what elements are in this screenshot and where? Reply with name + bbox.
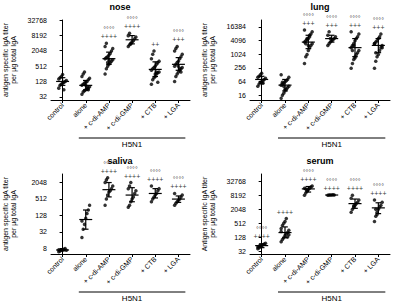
- svg-text:64: 64: [238, 78, 246, 85]
- svg-text:alone: alone: [270, 255, 287, 272]
- svg-text:+ LGA: + LGA: [362, 255, 381, 274]
- svg-text:32768: 32768: [227, 178, 247, 185]
- svg-text:+ CTB: + CTB: [338, 255, 357, 274]
- svg-text:per µg total IgA: per µg total IgA: [209, 36, 217, 84]
- svg-text:+ LGA: + LGA: [162, 255, 181, 274]
- svg-text:8192: 8192: [31, 32, 47, 39]
- svg-text:++++: ++++: [147, 176, 163, 183]
- svg-text:per µg total IgA: per µg total IgA: [209, 190, 217, 238]
- svg-text:+ c-di-GMP: + c-di-GMP: [304, 255, 334, 285]
- svg-text:+ CTB: + CTB: [139, 101, 158, 120]
- svg-text:°°°°: °°°°: [103, 26, 114, 33]
- svg-text:°°°°: °°°°: [150, 169, 161, 176]
- svg-text:512: 512: [234, 220, 246, 227]
- svg-text:°°°°: °°°°: [373, 17, 384, 24]
- svg-text:++++: ++++: [370, 190, 386, 197]
- svg-text:+ c-di-GMP: + c-di-GMP: [104, 101, 134, 131]
- svg-text:+ c-di-AMP: + c-di-AMP: [281, 255, 311, 285]
- svg-text:°°°°: °°°°: [173, 29, 184, 36]
- svg-text:+++: +++: [349, 22, 361, 29]
- svg-text:+ CTB: + CTB: [338, 101, 357, 120]
- svg-text:++++: ++++: [101, 33, 117, 40]
- svg-text:128: 128: [35, 78, 47, 85]
- svg-text:lung: lung: [311, 2, 330, 12]
- svg-text:°°°°: °°°°: [349, 15, 360, 22]
- svg-text:°°°°: °°°°: [256, 226, 267, 233]
- svg-text:°°°°: °°°°: [326, 178, 337, 185]
- svg-text:256: 256: [234, 64, 246, 71]
- svg-text:++++: ++++: [323, 185, 339, 192]
- svg-text:H5N1: H5N1: [321, 140, 342, 149]
- svg-text:+ c-di-AMP: + c-di-AMP: [81, 255, 112, 285]
- svg-text:control: control: [45, 255, 65, 275]
- svg-text:512: 512: [35, 63, 47, 70]
- svg-text:control: control: [45, 101, 65, 121]
- svg-text:+++: +++: [302, 20, 314, 27]
- svg-text:+ c-di-GMP: + c-di-GMP: [304, 101, 334, 131]
- svg-text:antigen specific IgA titer: antigen specific IgA titer: [201, 22, 209, 97]
- svg-text:serum: serum: [306, 156, 333, 166]
- svg-text:alone: alone: [71, 255, 88, 272]
- svg-text:control: control: [244, 255, 264, 275]
- svg-text:16384: 16384: [227, 23, 247, 30]
- svg-text:°°°°: °°°°: [303, 13, 314, 20]
- svg-text:++++: ++++: [277, 209, 293, 216]
- svg-text:°°°°: °°°°: [373, 183, 384, 190]
- svg-text:Antigen specific IgA titer: Antigen specific IgA titer: [201, 176, 209, 251]
- svg-text:saliva: saliva: [107, 155, 133, 166]
- svg-text:per µg total IgA: per µg total IgA: [10, 36, 18, 84]
- svg-text:per µg total IgA: per µg total IgA: [10, 190, 18, 238]
- svg-text:°°°°: °°°°: [173, 176, 184, 183]
- svg-text:antigen specific IgA titer: antigen specific IgA titer: [2, 22, 10, 97]
- svg-text:++++: ++++: [101, 168, 117, 175]
- svg-text:++++: ++++: [124, 173, 140, 180]
- svg-text:32768: 32768: [28, 17, 48, 24]
- svg-text:+++: +++: [372, 24, 384, 31]
- svg-text:+ c-di-GMP: + c-di-GMP: [104, 255, 134, 285]
- svg-text:128: 128: [35, 212, 47, 219]
- svg-text:++++: ++++: [347, 185, 363, 192]
- svg-text:control: control: [244, 101, 264, 121]
- svg-text:32: 32: [39, 228, 47, 235]
- svg-text:++++: ++++: [124, 23, 140, 30]
- svg-text:32: 32: [39, 93, 47, 100]
- svg-text:32: 32: [238, 248, 246, 255]
- svg-text:++++: ++++: [170, 183, 186, 190]
- svg-text:°°°°: °°°°: [349, 178, 360, 185]
- svg-text:++++: ++++: [253, 233, 269, 240]
- svg-text:alone: alone: [71, 101, 88, 118]
- svg-text:++++: ++++: [300, 176, 316, 183]
- svg-text:°°°°: °°°°: [326, 15, 337, 22]
- svg-text:++: ++: [151, 41, 159, 48]
- svg-text:2048: 2048: [31, 47, 47, 54]
- svg-text:nose: nose: [109, 2, 130, 12]
- svg-text:°°°°: °°°°: [126, 166, 137, 173]
- svg-text:128: 128: [234, 234, 246, 241]
- svg-text:4096: 4096: [230, 37, 246, 44]
- svg-text:512: 512: [35, 195, 47, 202]
- svg-text:2048: 2048: [31, 179, 47, 186]
- svg-text:+ c-di-AMP: + c-di-AMP: [81, 101, 112, 131]
- svg-text:°°°°: °°°°: [303, 169, 314, 176]
- svg-text:8: 8: [43, 245, 47, 252]
- svg-text:1024: 1024: [230, 51, 246, 58]
- svg-text:°°°°: °°°°: [103, 161, 114, 168]
- svg-text:°°°°: °°°°: [126, 16, 137, 23]
- svg-text:+ CTB: + CTB: [139, 255, 158, 274]
- svg-text:alone: alone: [270, 101, 287, 118]
- svg-text:H5N1: H5N1: [122, 140, 143, 149]
- svg-text:+++: +++: [172, 36, 184, 43]
- svg-text:H5N1: H5N1: [122, 294, 143, 303]
- svg-text:antigen specific IgA titer: antigen specific IgA titer: [2, 176, 10, 251]
- svg-text:2048: 2048: [230, 206, 246, 213]
- svg-text:H5N1: H5N1: [321, 294, 342, 303]
- svg-text:8192: 8192: [230, 192, 246, 199]
- svg-text:+ LGA: + LGA: [162, 101, 181, 120]
- svg-text:16: 16: [238, 92, 246, 99]
- svg-text:+ c-di-AMP: + c-di-AMP: [281, 101, 311, 131]
- svg-text:+ LGA: + LGA: [362, 101, 381, 120]
- svg-text:+++: +++: [326, 22, 338, 29]
